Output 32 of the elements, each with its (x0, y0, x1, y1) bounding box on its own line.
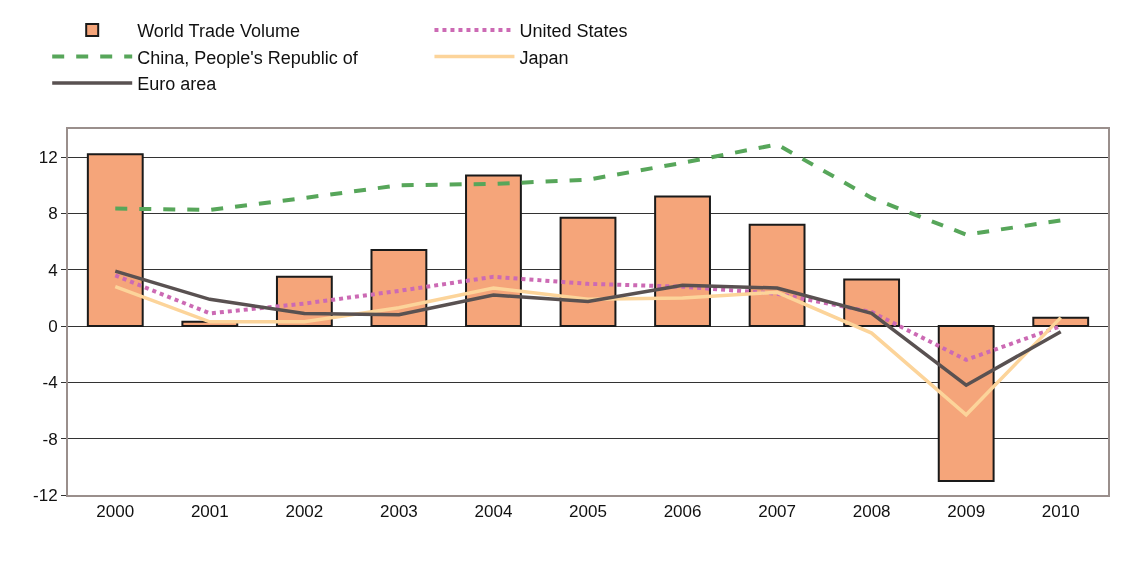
bar (465, 174, 522, 328)
bar (937, 325, 995, 482)
y-tick-label: -4 (42, 373, 58, 393)
bar (559, 216, 617, 328)
x-tick-label: 2007 (758, 502, 796, 522)
legend-label: United States (519, 21, 628, 42)
x-tick-label: 2005 (569, 502, 607, 522)
x-tick-label: 2004 (474, 502, 513, 522)
y-tick-label: -8 (42, 429, 58, 449)
x-tick-label: 2001 (190, 502, 229, 522)
line-series (113, 284, 1063, 417)
legend-label: China, People's Republic of (137, 47, 359, 68)
x-tick-label: 2010 (1041, 502, 1080, 522)
y-tick-label: 8 (48, 204, 58, 224)
y-tick-label: 0 (48, 317, 58, 337)
line-series (113, 142, 1063, 237)
bar (86, 153, 144, 328)
x-tick-label: 2006 (663, 502, 702, 522)
y-tick-label: 12 (38, 148, 58, 168)
x-tick-label: 2003 (380, 502, 418, 522)
bar (654, 195, 711, 328)
x-tick-label: 2000 (96, 502, 135, 522)
y-tick-label: -12 (33, 485, 58, 505)
line-series (113, 269, 1063, 387)
legend-label: World Trade Volume (137, 21, 300, 42)
x-tick-label: 2009 (947, 502, 986, 522)
x-tick-label: 2002 (285, 502, 324, 522)
bar (748, 223, 806, 328)
y-tick-label: 4 (48, 260, 58, 280)
legend-label: Euro area (137, 73, 218, 94)
x-tick-label: 2008 (852, 502, 891, 522)
legend-label: Japan (519, 47, 569, 68)
